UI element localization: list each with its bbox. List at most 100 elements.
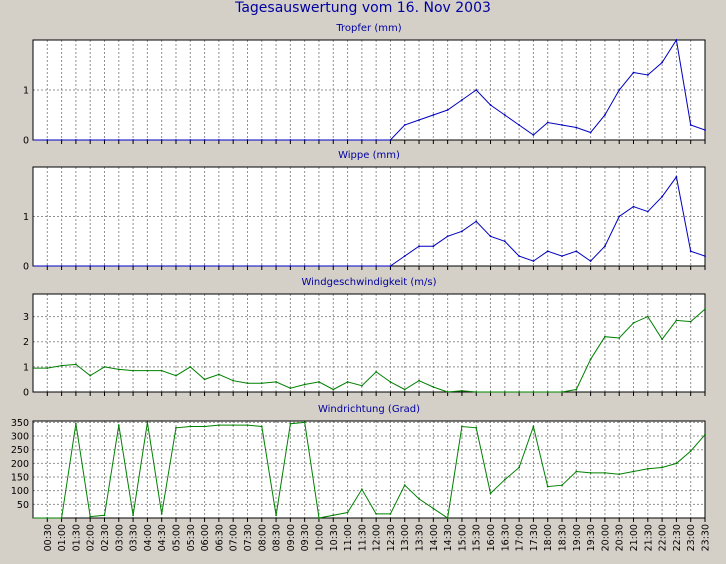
data-point <box>332 388 335 391</box>
data-point <box>632 71 635 74</box>
x-tick-label: 18:00 <box>543 524 554 551</box>
x-tick-label: 22:30 <box>672 524 683 551</box>
x-tick-label: 06:30 <box>214 524 225 551</box>
data-point <box>89 374 92 377</box>
data-point <box>289 265 292 267</box>
x-tick-label: 16:30 <box>500 524 511 551</box>
x-tick-label: 11:00 <box>343 524 354 551</box>
x-tick-label: 21:00 <box>629 524 640 551</box>
data-point <box>675 462 678 465</box>
data-point <box>89 139 92 141</box>
data-point <box>561 484 563 487</box>
data-point <box>704 255 706 257</box>
x-tick-label: 05:00 <box>171 524 182 551</box>
chart-panel-4: Windrichtung (Grad) 50 100 150 200 250 300 350 <box>11 404 706 522</box>
data-point <box>604 245 606 248</box>
data-point <box>217 424 220 426</box>
data-point <box>503 391 506 393</box>
data-point <box>260 425 263 428</box>
data-point <box>60 364 63 367</box>
x-tick-label: 08:30 <box>272 524 283 551</box>
data-point <box>74 363 77 366</box>
data-point <box>60 139 63 141</box>
data-point <box>246 382 249 385</box>
data-point <box>132 369 134 372</box>
x-tick-label: 08:00 <box>257 524 268 551</box>
data-point <box>475 89 478 91</box>
x-tick-label: 14:30 <box>443 524 454 551</box>
chart-title: Windgeschwindigkeit (m/s) <box>301 277 436 288</box>
data-point <box>432 114 435 116</box>
x-tick-label: 03:00 <box>114 524 125 551</box>
data-point <box>446 235 449 238</box>
x-tick-label: 13:00 <box>400 524 411 551</box>
data-point <box>246 265 249 267</box>
data-point <box>675 319 678 322</box>
x-tick-label: 23:30 <box>701 524 712 551</box>
y-tick-label: 0 <box>23 136 29 147</box>
x-tick-label: 09:00 <box>286 524 297 551</box>
data-point <box>689 320 692 323</box>
data-point <box>661 338 664 341</box>
data-point <box>604 472 606 474</box>
data-point <box>589 260 592 262</box>
data-point <box>332 139 335 141</box>
data-point <box>360 488 363 491</box>
data-point <box>575 250 578 253</box>
x-tick-label: 20:30 <box>615 524 626 551</box>
data-point <box>318 517 320 519</box>
x-tick-label: 18:30 <box>558 524 569 551</box>
data-point <box>46 265 49 267</box>
data-point <box>575 470 578 473</box>
data-point <box>203 378 206 381</box>
data-point <box>632 470 635 473</box>
page-title: Tagesauswertung vom 16. Nov 2003 <box>235 0 491 16</box>
data-point <box>175 265 177 267</box>
series-line <box>33 421 706 519</box>
x-tick-label: 01:00 <box>57 524 68 551</box>
data-point <box>132 139 134 141</box>
x-tick-label: 11:30 <box>357 524 368 551</box>
data-point <box>360 384 363 387</box>
data-point <box>146 421 149 424</box>
chart-panel-2: Wippe (mm) 0 1 <box>23 150 706 273</box>
data-point <box>432 386 435 388</box>
x-tick-label: 06:00 <box>200 524 211 551</box>
x-tick-label: 10:00 <box>314 524 325 551</box>
data-point <box>160 513 163 515</box>
y-tick-label: 100 <box>11 486 29 497</box>
data-point <box>675 176 678 178</box>
data-point <box>175 139 177 141</box>
data-point <box>146 369 149 372</box>
data-point <box>418 497 420 500</box>
data-point <box>418 379 420 382</box>
x-tick-label: 09:30 <box>300 524 311 551</box>
data-point <box>689 250 692 253</box>
data-point <box>117 265 120 267</box>
x-tick-label: 23:00 <box>686 524 697 551</box>
data-point <box>532 391 535 393</box>
x-tick-label: 05:30 <box>186 524 197 551</box>
x-tick-label: 16:00 <box>486 524 497 551</box>
data-point <box>461 425 463 428</box>
data-point <box>632 205 635 208</box>
data-point <box>561 255 563 257</box>
data-point <box>117 139 120 141</box>
data-point <box>132 265 134 267</box>
data-point <box>489 492 492 495</box>
data-point <box>461 389 463 392</box>
chart-title: Wippe (mm) <box>338 150 400 161</box>
data-point <box>518 391 521 393</box>
data-point <box>604 114 606 116</box>
x-tick-label: 12:00 <box>372 524 383 551</box>
data-point <box>117 368 120 371</box>
data-point <box>275 381 277 383</box>
data-point <box>518 124 521 126</box>
data-point <box>132 514 134 517</box>
data-point <box>346 511 349 514</box>
data-point <box>546 121 549 124</box>
data-point <box>74 422 77 425</box>
data-point <box>589 131 592 134</box>
data-point <box>175 374 177 377</box>
data-point <box>275 265 277 267</box>
